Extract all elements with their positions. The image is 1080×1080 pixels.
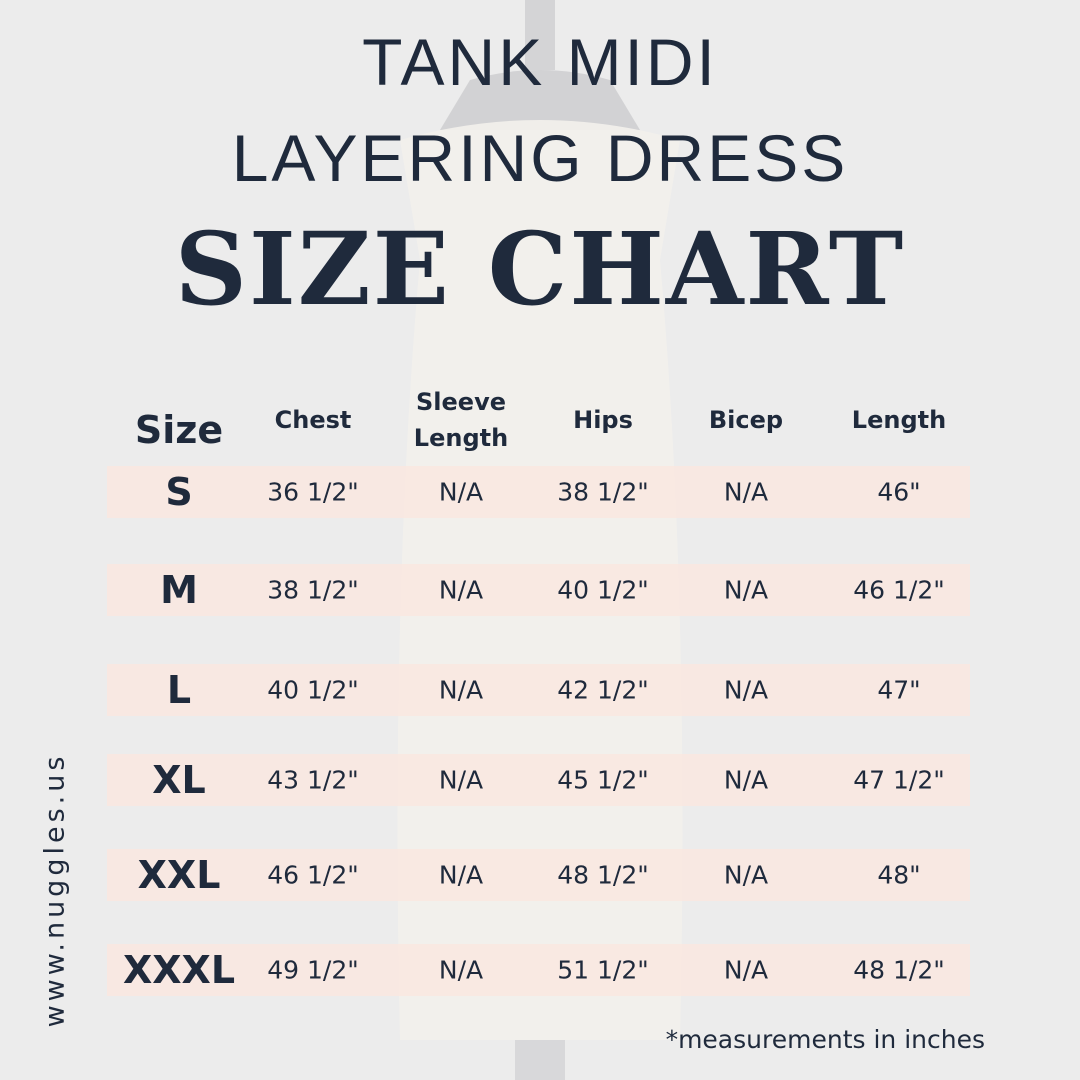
measurement: 43 1/2" [267, 765, 359, 795]
size-label: XXL [137, 853, 221, 897]
measurement: N/A [438, 860, 484, 890]
measurement: 48" [877, 860, 921, 890]
measurement: N/A [438, 955, 484, 985]
measurement: 48 1/2" [853, 955, 945, 985]
size-label: XXXL [122, 948, 236, 992]
measurement: N/A [438, 765, 484, 795]
measurement: 45 1/2" [557, 765, 649, 795]
measurement: N/A [723, 955, 769, 985]
size-label: XL [152, 758, 206, 802]
column-header: Sleeve Length [413, 388, 509, 452]
measurement: 40 1/2" [267, 675, 359, 705]
measurement: N/A [723, 860, 769, 890]
measurement: 38 1/2" [267, 575, 359, 605]
measurement: 49 1/2" [267, 955, 359, 985]
row-band [107, 564, 970, 616]
size-label: S [165, 470, 193, 514]
measurement: 46 1/2" [267, 860, 359, 890]
column-header: Hips [573, 406, 633, 434]
measurement: 47 1/2" [853, 765, 945, 795]
measurement: N/A [723, 477, 769, 507]
measurement: N/A [438, 575, 484, 605]
column-header: Size [134, 408, 224, 452]
measurement: 36 1/2" [267, 477, 359, 507]
column-header: Chest [274, 406, 352, 434]
measurement: 48 1/2" [557, 860, 649, 890]
measurement: 46 1/2" [853, 575, 945, 605]
size-label: L [166, 668, 192, 712]
measurement: N/A [438, 477, 484, 507]
measurement: 42 1/2" [557, 675, 649, 705]
website: www.nuggles.us [39, 752, 71, 1028]
row-band [107, 849, 970, 901]
measurement: N/A [438, 675, 484, 705]
row-band [107, 754, 970, 806]
row-band [107, 944, 970, 996]
title-line: TANK MIDI [362, 25, 718, 99]
measurement: 40 1/2" [557, 575, 649, 605]
column-header: Bicep [708, 406, 784, 434]
measurement: 47" [877, 675, 921, 705]
measurement: N/A [723, 575, 769, 605]
measurement: 46" [877, 477, 921, 507]
title-line: LAYERING DRESS [231, 121, 849, 195]
title-main: SIZE CHART [174, 210, 906, 328]
footnote: *measurements in inches [665, 1025, 985, 1054]
column-header: Length [851, 406, 947, 434]
size-label: M [160, 568, 198, 612]
row-band [107, 466, 970, 518]
measurement: 51 1/2" [557, 955, 649, 985]
measurement: N/A [723, 675, 769, 705]
row-band [107, 664, 970, 716]
measurement: 38 1/2" [557, 477, 649, 507]
measurement: N/A [723, 765, 769, 795]
